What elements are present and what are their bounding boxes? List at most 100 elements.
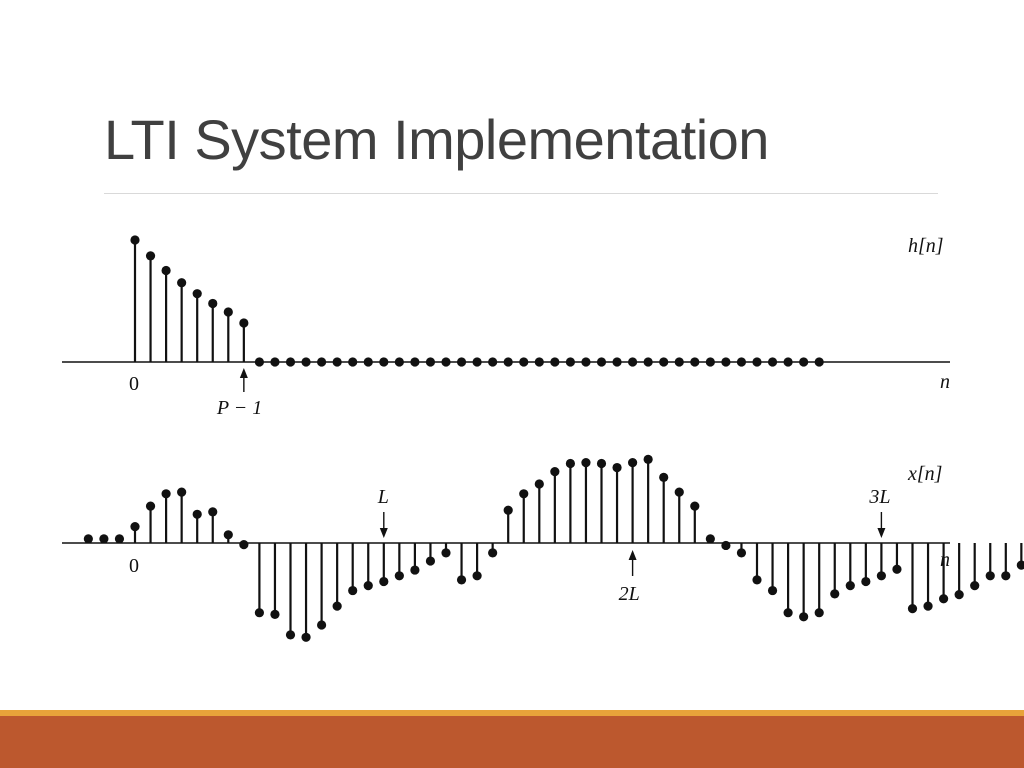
x-sample-dot xyxy=(363,581,373,591)
x-sample-dot xyxy=(192,509,202,519)
x-sample-dot xyxy=(752,575,762,585)
h-sample-dot xyxy=(799,357,809,367)
x-sample-dot xyxy=(861,576,871,587)
x-sample-dot xyxy=(425,556,436,566)
x-annotation-arrowhead xyxy=(628,550,637,560)
h-sample-dot xyxy=(270,357,280,367)
x-sample-dot xyxy=(301,632,311,642)
x-sample-dot xyxy=(814,608,824,618)
x-sample-dot xyxy=(394,571,404,581)
h-sample-dot xyxy=(301,357,311,367)
x-sample-dot xyxy=(379,576,389,587)
h-sample-dot xyxy=(519,357,529,367)
x-sample-dot xyxy=(223,530,233,540)
x-stem-plot: x[n] n 0 L 2L 3L xyxy=(62,454,1024,642)
x-sample-dot xyxy=(254,608,264,618)
h-x-axis-label: n xyxy=(940,371,950,393)
x-sample-dot xyxy=(565,458,576,469)
x-annotation-arrowhead xyxy=(379,528,388,538)
x-sample-dot xyxy=(239,540,249,550)
x-sample-dot xyxy=(799,612,809,622)
x-sample-dot xyxy=(1001,571,1011,581)
x-sample-dot xyxy=(954,590,964,600)
h-sample-dot xyxy=(550,357,560,367)
x-annotation-arrowhead xyxy=(877,528,886,538)
x-sample-dot xyxy=(114,534,125,544)
x-sample-dot xyxy=(845,581,855,591)
x-sample-dot xyxy=(721,540,731,551)
h-sample-dot xyxy=(285,357,296,367)
h-stems xyxy=(130,235,824,367)
x-sample-dot xyxy=(177,487,187,497)
x-sample-dot xyxy=(690,501,700,511)
h-sample-dot xyxy=(363,357,373,367)
h-sample-dot xyxy=(705,357,715,367)
h-sample-dot xyxy=(721,357,731,367)
h-sample-dot xyxy=(783,357,793,367)
x-sample-dot xyxy=(550,467,560,477)
h-sample-dot xyxy=(659,357,669,367)
h-sample-dot xyxy=(379,357,389,367)
x-sample-dot xyxy=(783,608,793,618)
x-sample-dot xyxy=(970,581,980,591)
x-sample-dot xyxy=(581,458,591,468)
x-sample-dot xyxy=(130,522,140,532)
x-tick-label-0: 0 xyxy=(129,555,139,577)
x-sample-dot xyxy=(332,601,342,611)
x-sample-dot xyxy=(659,472,669,482)
h-sample-dot xyxy=(596,357,607,367)
x-annotations: L 2L 3L xyxy=(377,486,891,605)
x-sample-dot xyxy=(674,487,684,497)
x-sample-dot xyxy=(596,458,607,469)
x-sample-dot xyxy=(519,489,529,499)
x-sample-dot xyxy=(145,501,156,511)
h-sample-dot xyxy=(690,357,700,367)
h-series-label: h[n] xyxy=(908,235,944,257)
h-sample-dot xyxy=(488,357,498,367)
h-sample-dot xyxy=(332,357,342,367)
h-annotation-arrowhead xyxy=(239,368,248,378)
x-sample-dot xyxy=(876,571,887,581)
x-x-axis-label: n xyxy=(940,549,950,571)
h-sample-dot xyxy=(441,357,451,367)
x-sample-dot xyxy=(348,585,358,596)
h-sample-dot xyxy=(674,357,684,367)
h-sample-dot xyxy=(752,357,762,367)
h-sample-dot xyxy=(581,357,591,367)
h-sample-dot xyxy=(565,357,576,367)
x-sample-dot xyxy=(456,575,467,585)
x-sample-dot xyxy=(441,548,451,558)
x-sample-dot xyxy=(208,507,218,517)
h-sample-dot xyxy=(208,298,218,309)
x-sample-dot xyxy=(705,534,715,544)
h-sample-dot xyxy=(177,278,187,288)
h-sample-dot xyxy=(425,357,436,367)
h-annotations: P − 1 xyxy=(216,368,262,419)
h-sample-dot xyxy=(456,357,467,367)
h-sample-dot xyxy=(317,357,327,367)
x-annotation-label: 2L xyxy=(619,583,640,605)
x-stems xyxy=(83,454,1024,642)
h-tick-label-0: 0 xyxy=(129,373,139,395)
x-sample-dot xyxy=(1016,560,1024,570)
x-sample-dot xyxy=(907,604,918,614)
h-sample-dot xyxy=(736,357,747,367)
h-sample-dot xyxy=(239,318,249,328)
x-sample-dot xyxy=(830,589,840,599)
h-sample-dot xyxy=(223,307,233,317)
slide-title: LTI System Implementation xyxy=(104,108,769,171)
footer-accent-stripe xyxy=(0,710,1024,716)
h-sample-dot xyxy=(192,289,202,299)
x-sample-dot xyxy=(534,479,544,489)
h-sample-dot xyxy=(130,235,140,245)
h-annotation-label: P − 1 xyxy=(216,397,262,419)
x-sample-dot xyxy=(285,630,296,640)
x-sample-dot xyxy=(985,571,995,581)
h-sample-dot xyxy=(348,357,358,367)
x-sample-dot xyxy=(939,594,949,604)
h-sample-dot xyxy=(534,357,544,367)
h-sample-dot xyxy=(161,265,171,276)
title-divider xyxy=(104,193,938,194)
h-sample-dot xyxy=(394,357,404,367)
